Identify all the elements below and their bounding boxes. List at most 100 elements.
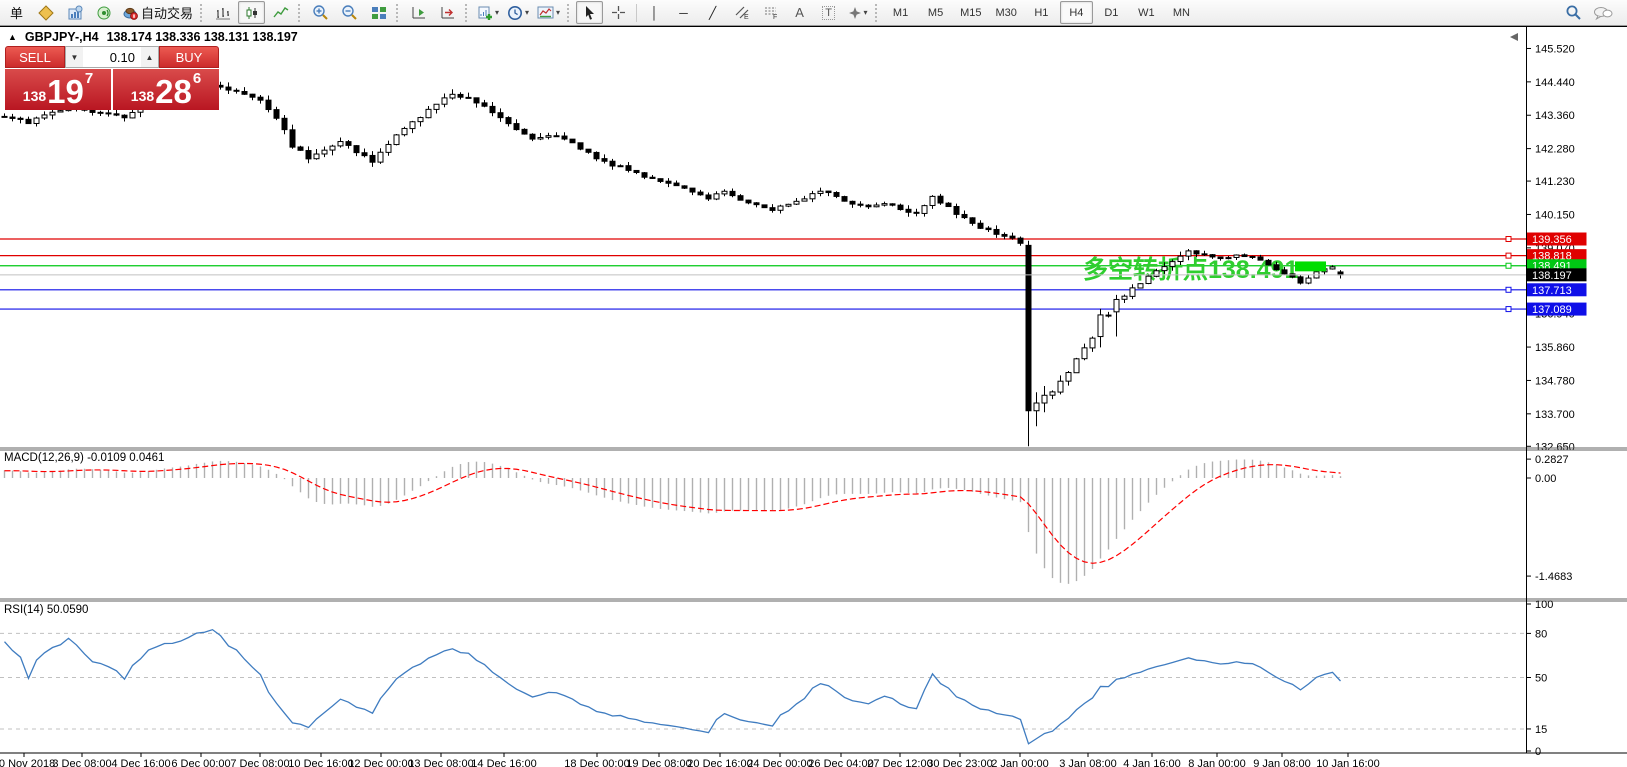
chart-shift-button[interactable]: [405, 1, 432, 24]
candle: [33, 117, 40, 124]
candle: [849, 200, 856, 205]
templates-button[interactable]: ▾: [534, 1, 563, 24]
candle: [401, 127, 408, 136]
timeframe-button-m1[interactable]: M1: [892, 6, 909, 19]
text-tool[interactable]: A: [795, 5, 804, 20]
tile-windows-button[interactable]: [365, 1, 392, 24]
timeframe-button-h1[interactable]: H1: [1034, 6, 1049, 19]
candle: [49, 111, 56, 116]
volume-input[interactable]: [83, 47, 141, 67]
zoom-out-button[interactable]: [336, 1, 363, 24]
vertical-line-tool[interactable]: │: [650, 5, 659, 20]
price-axis: 145.520 144.440 143.360 142.280 141.230 140.1…: [1526, 43, 1575, 453]
collapse-arrow-icon[interactable]: ▲: [8, 32, 17, 42]
volume-increase-button[interactable]: ▲: [141, 47, 158, 67]
candle: [113, 113, 120, 116]
chart-canvas[interactable]: 145.520 144.440 143.360 142.280 141.230 140.1…: [0, 27, 1627, 767]
candle: [649, 176, 656, 179]
candle: [441, 97, 448, 105]
timeframe-button-d1[interactable]: D1: [1104, 6, 1119, 19]
auto-scroll-button[interactable]: [434, 1, 461, 24]
price-tick-label: 143.360: [1535, 110, 1575, 122]
candle: [745, 199, 752, 204]
candle: [417, 117, 424, 123]
candle: [1185, 250, 1192, 257]
chat-button[interactable]: [1589, 1, 1616, 24]
auto-trading-button[interactable]: 自动交易: [119, 1, 196, 24]
candle: [1137, 283, 1144, 289]
candle: [761, 204, 768, 209]
candle: [1145, 275, 1152, 285]
price-tick-label: 142.280: [1535, 144, 1575, 156]
candle: [1249, 255, 1256, 258]
candle: [953, 205, 960, 215]
candle: [769, 207, 776, 211]
sell-price-display[interactable]: 138 19 7: [5, 69, 111, 110]
chart-shift-marker: [1510, 33, 1518, 41]
candle: [1129, 287, 1136, 297]
candlestick-chart-type-button[interactable]: [238, 1, 266, 24]
periods-button[interactable]: ▾: [504, 1, 532, 24]
candle: [657, 178, 664, 182]
candle: [665, 180, 672, 184]
timeframe-button-w1[interactable]: W1: [1138, 6, 1155, 19]
zoom-in-button[interactable]: [307, 1, 334, 24]
timeframe-button-m15[interactable]: M15: [960, 6, 982, 19]
timeframe-button-h4[interactable]: H4: [1059, 1, 1093, 24]
line-chart-type-button[interactable]: [267, 1, 294, 24]
fibonacci-tool[interactable]: F: [757, 1, 784, 24]
buy-button[interactable]: BUY: [159, 46, 219, 68]
candle: [825, 190, 832, 194]
candle: [1305, 277, 1312, 284]
candle: [1169, 261, 1176, 267]
candle: [1241, 254, 1248, 258]
candle: [865, 204, 872, 208]
horizontal-line-tool[interactable]: ─: [679, 5, 688, 20]
sell-button[interactable]: SELL: [5, 46, 65, 68]
candle: [337, 141, 344, 147]
candle: [1025, 244, 1032, 412]
candle: [1281, 269, 1288, 275]
rsi-scale-label: 15: [1535, 724, 1547, 736]
new-chart-button[interactable]: ▾: [474, 1, 502, 24]
candle: [313, 153, 320, 160]
candle: [553, 135, 560, 138]
candle: [1193, 250, 1200, 255]
candle: [465, 96, 472, 99]
signals-icon[interactable]: [90, 1, 117, 24]
time-axis-label: 18 Dec 00:00: [564, 758, 629, 767]
new-order-button[interactable]: 单: [3, 1, 30, 24]
volume-decrease-button[interactable]: ▼: [66, 47, 83, 67]
rectangle-object[interactable]: [1295, 261, 1326, 272]
cursor-tool-button[interactable]: [576, 1, 604, 24]
crosshair-tool-button[interactable]: [605, 1, 632, 24]
timeframe-button-mn[interactable]: MN: [1172, 6, 1190, 19]
candle: [457, 93, 464, 98]
timeframe-button-m5[interactable]: M5: [927, 6, 944, 19]
text-label-tool[interactable]: T: [815, 1, 842, 24]
candle: [249, 93, 256, 98]
arrows-tool[interactable]: ▾: [844, 1, 871, 24]
chart-title[interactable]: ▲ GBPJPY-,H4 138.174 138.336 138.131 138…: [8, 30, 298, 44]
timeframe-button-m30[interactable]: M30: [995, 6, 1017, 19]
bar-chart-type-button[interactable]: [209, 1, 236, 24]
candle: [561, 135, 568, 140]
candle: [497, 112, 504, 119]
candle: [449, 93, 456, 99]
candle: [897, 204, 904, 211]
trendline-tool[interactable]: ╱: [708, 5, 717, 20]
search-button[interactable]: [1560, 1, 1587, 24]
candle: [705, 194, 712, 200]
candle: [1153, 270, 1160, 277]
time-axis-label: 19 Dec 08:00: [626, 758, 691, 767]
publish-chart-icon[interactable]: [61, 1, 88, 24]
candle: [545, 135, 552, 138]
time-axis-label: 12 Dec 00:00: [348, 758, 413, 767]
price-tick-label: 132.650: [1535, 441, 1575, 453]
equidistant-channel-tool[interactable]: E: [728, 1, 755, 24]
candle: [993, 228, 1000, 235]
charts-profile-icon[interactable]: [32, 1, 59, 24]
buy-price-display[interactable]: 138 28 6: [113, 69, 219, 110]
candle: [1225, 257, 1232, 260]
